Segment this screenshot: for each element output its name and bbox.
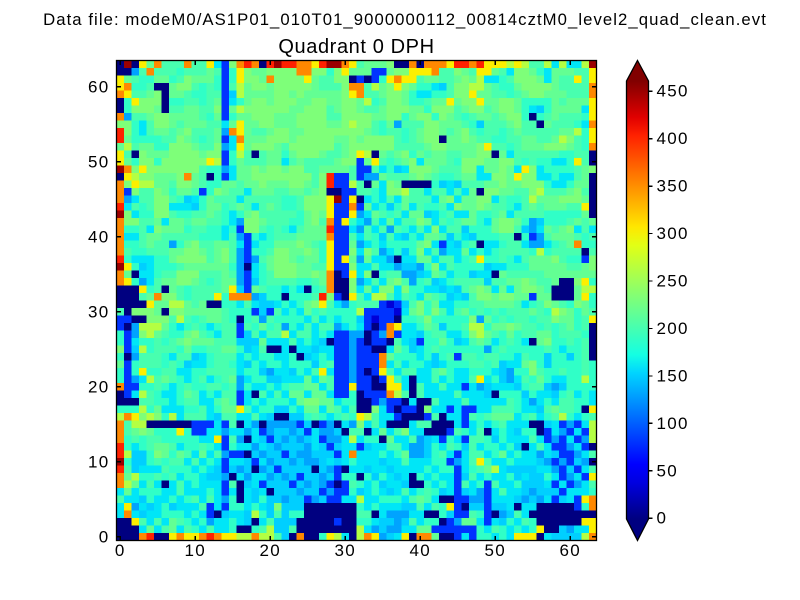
svg-text:350: 350	[657, 177, 689, 196]
svg-text:40: 40	[409, 541, 431, 560]
svg-text:300: 300	[657, 224, 689, 243]
svg-text:20: 20	[259, 541, 281, 560]
svg-text:400: 400	[657, 129, 689, 148]
svg-text:20: 20	[88, 377, 110, 396]
svg-text:450: 450	[657, 82, 689, 101]
svg-text:40: 40	[88, 227, 110, 246]
svg-text:10: 10	[88, 452, 110, 471]
svg-text:60: 60	[559, 541, 581, 560]
svg-text:30: 30	[334, 541, 356, 560]
svg-text:0: 0	[99, 527, 110, 546]
svg-text:Data file: modeM0/AS1P01_010T0: Data file: modeM0/AS1P01_010T01_90000001…	[43, 10, 767, 29]
svg-text:50: 50	[484, 541, 506, 560]
svg-text:0: 0	[657, 509, 668, 528]
svg-text:200: 200	[657, 319, 689, 338]
svg-text:30: 30	[88, 302, 110, 321]
svg-text:250: 250	[657, 272, 689, 291]
svg-text:150: 150	[657, 366, 689, 385]
svg-text:10: 10	[184, 541, 206, 560]
svg-text:100: 100	[657, 414, 689, 433]
svg-text:50: 50	[88, 152, 110, 171]
svg-text:Quadrant 0 DPH: Quadrant 0 DPH	[278, 36, 434, 58]
svg-text:50: 50	[657, 461, 679, 480]
svg-text:0: 0	[115, 541, 126, 560]
svg-text:60: 60	[88, 77, 110, 96]
